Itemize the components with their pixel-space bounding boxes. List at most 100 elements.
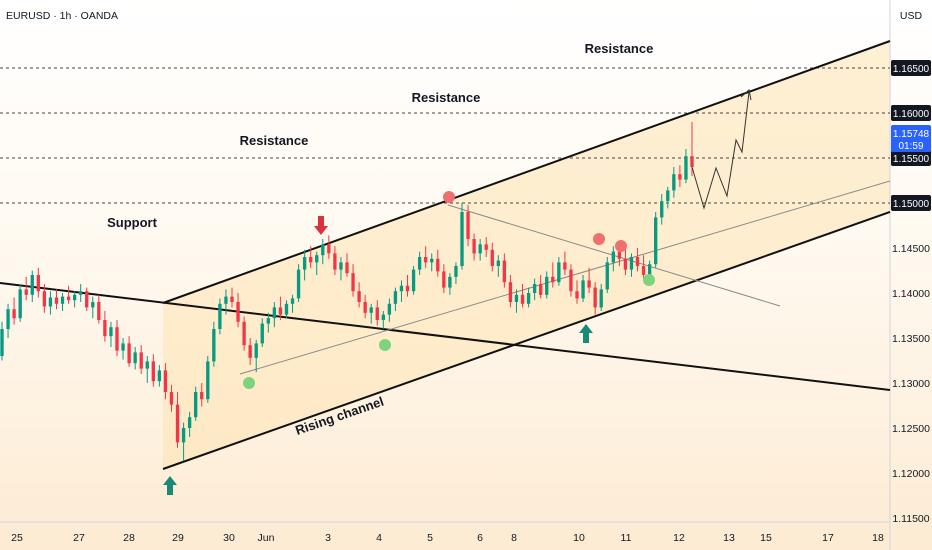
time-tick: 28 [123, 532, 135, 544]
resistance-dot [593, 233, 605, 245]
currency-label: USD [900, 10, 923, 22]
candle-body [181, 428, 186, 443]
support-dot [643, 274, 655, 286]
time-tick: 13 [723, 532, 735, 544]
time-tick: Jun [258, 532, 275, 544]
candle-body [121, 343, 125, 351]
projection-arrowhead [740, 89, 752, 101]
candle-body [218, 303, 222, 329]
candle-body [0, 329, 4, 356]
candle-body [387, 303, 392, 315]
candle-body [6, 309, 10, 329]
candle-body [417, 257, 422, 270]
candle-body [302, 257, 307, 270]
candle-body [321, 244, 325, 256]
candle-body [254, 343, 258, 358]
candle-body [478, 244, 482, 254]
candle-body [563, 262, 567, 270]
candle-body [490, 249, 494, 266]
price-tick: 1.11500 [892, 513, 929, 525]
candle-body [551, 276, 555, 283]
candle-body [175, 404, 180, 443]
candle-body [393, 291, 398, 304]
candle-body [375, 307, 379, 320]
candle-body [266, 318, 270, 324]
channel-fill [163, 41, 890, 469]
candle-body [508, 282, 513, 302]
price-tick: 1.12500 [892, 423, 930, 435]
up-arrow [579, 324, 593, 343]
time-tick: 8 [511, 532, 517, 544]
candle-body [484, 244, 488, 250]
up-arrow [163, 476, 177, 495]
candle-body [109, 327, 113, 337]
candle-body [641, 266, 646, 275]
candle-body [357, 291, 361, 302]
candle-body [30, 275, 34, 295]
candle-body [647, 264, 652, 275]
price-level-box [891, 195, 931, 211]
candle-body [18, 289, 22, 319]
time-tick: 29 [172, 532, 184, 544]
candle-body [151, 361, 155, 382]
time-tick: 12 [673, 532, 685, 544]
support-label: Support [107, 215, 157, 230]
candle-body [557, 262, 561, 283]
candle-body [42, 291, 47, 307]
resistance-label: Resistance [412, 90, 481, 105]
current-price-box [891, 125, 931, 152]
candle-body [581, 280, 585, 299]
current-price-countdown: 01:59 [898, 141, 923, 152]
candle-body [79, 291, 83, 295]
candle-body [242, 321, 246, 346]
candle-body [496, 260, 500, 266]
time-tick: 30 [223, 532, 235, 544]
descending-trendline [0, 282, 891, 391]
candle-body [381, 314, 385, 320]
candle-body [103, 320, 107, 337]
candle-body [48, 297, 53, 307]
candle-body [230, 296, 234, 302]
candle-body [672, 174, 676, 191]
candle-body [605, 262, 609, 290]
candle-body [351, 273, 355, 292]
resistance-dot [443, 191, 455, 203]
candle-body [333, 253, 337, 270]
candle-body [339, 262, 343, 270]
candle-body [575, 291, 579, 299]
candle-body [514, 294, 519, 302]
candle-body [399, 285, 404, 292]
candle-body [502, 260, 507, 283]
candle-body [145, 361, 149, 369]
time-tick: 4 [376, 532, 382, 544]
price-tick: 1.13000 [892, 378, 930, 390]
candle-body [666, 190, 670, 202]
candle-body [442, 271, 446, 288]
candle-body [36, 275, 40, 292]
candle-body [599, 289, 603, 308]
candle-body [405, 285, 410, 292]
candle-body [54, 297, 59, 304]
candle-body [369, 307, 373, 313]
inner-trendline [239, 180, 891, 375]
candle-body [472, 239, 476, 254]
candle-body [327, 244, 331, 254]
support-dot [379, 339, 391, 351]
channel-lower-line [162, 211, 891, 470]
projection-path [691, 91, 750, 210]
candle-body [623, 258, 628, 270]
candle-body [169, 392, 174, 405]
price-tick: 1.14000 [892, 288, 930, 300]
time-tick: 3 [325, 532, 331, 544]
price-level-box [891, 105, 931, 121]
support-dot [243, 377, 255, 389]
candle-body [206, 361, 210, 400]
candle-body [12, 309, 16, 319]
candle-body [424, 257, 428, 263]
candle-body [532, 284, 537, 293]
candle-body [66, 296, 71, 301]
time-tick: 25 [11, 532, 23, 544]
price-level-text: 1.16000 [893, 109, 930, 120]
